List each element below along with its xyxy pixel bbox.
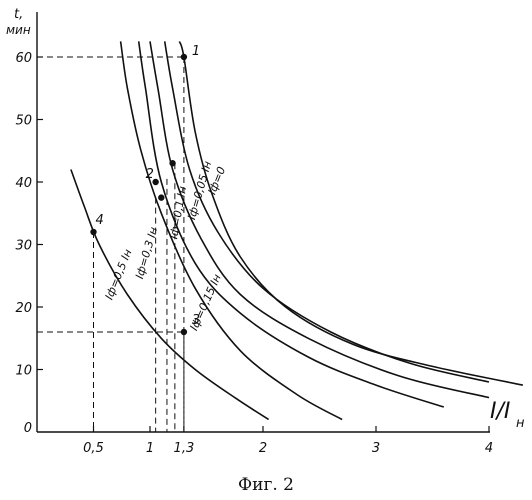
point-label: 2 [146,167,154,182]
x-tick-label: 1 [146,441,154,456]
y-tick-label: 60 [15,51,32,66]
y-axis-unit: мин [6,23,31,37]
point-label: 3 [192,313,200,328]
point-label: 1 [192,44,200,59]
curve-line [179,41,523,385]
y-tick-label: 30 [15,239,32,254]
x-tick-label: 1,3 [174,441,195,456]
x-tick-label: 2 [259,441,267,456]
marked-point [181,329,187,335]
x-tick-label: 4 [485,441,493,456]
point-label: 4 [96,213,104,228]
curve-line [150,41,489,397]
y-tick-label: 10 [15,364,32,379]
curve-line [165,41,489,382]
x-axis-label-subscript: н [516,416,525,431]
curves: Iф=0Iф=0,05 IнIф=0,1 IнIф=0,15 IнIф=0,3 … [71,41,523,419]
marked-point-unlabeled [169,160,175,166]
y-tick-label: 20 [15,301,32,316]
x-axis-label: I/I [490,399,510,424]
x-tick-label: 3 [372,441,380,456]
marked-point-unlabeled [158,194,164,200]
curve-label: Iф=0,3 Iн [133,226,160,281]
ticks: 0,511,32340102030405060 [15,51,493,456]
y-tick-label: 40 [15,176,32,191]
curve-label: Iф=0,5 Iн [103,247,135,301]
y-tick-label: 50 [15,114,32,129]
y-axis-label: t, [14,7,23,22]
y-tick-label: 0 [24,421,32,436]
x-tick-label: 0,5 [83,441,104,456]
figure-caption: Фиг. 2 [238,475,294,495]
curve-line [139,41,444,407]
axes [37,12,490,432]
marked-point [90,229,96,235]
marked-point [181,54,187,60]
